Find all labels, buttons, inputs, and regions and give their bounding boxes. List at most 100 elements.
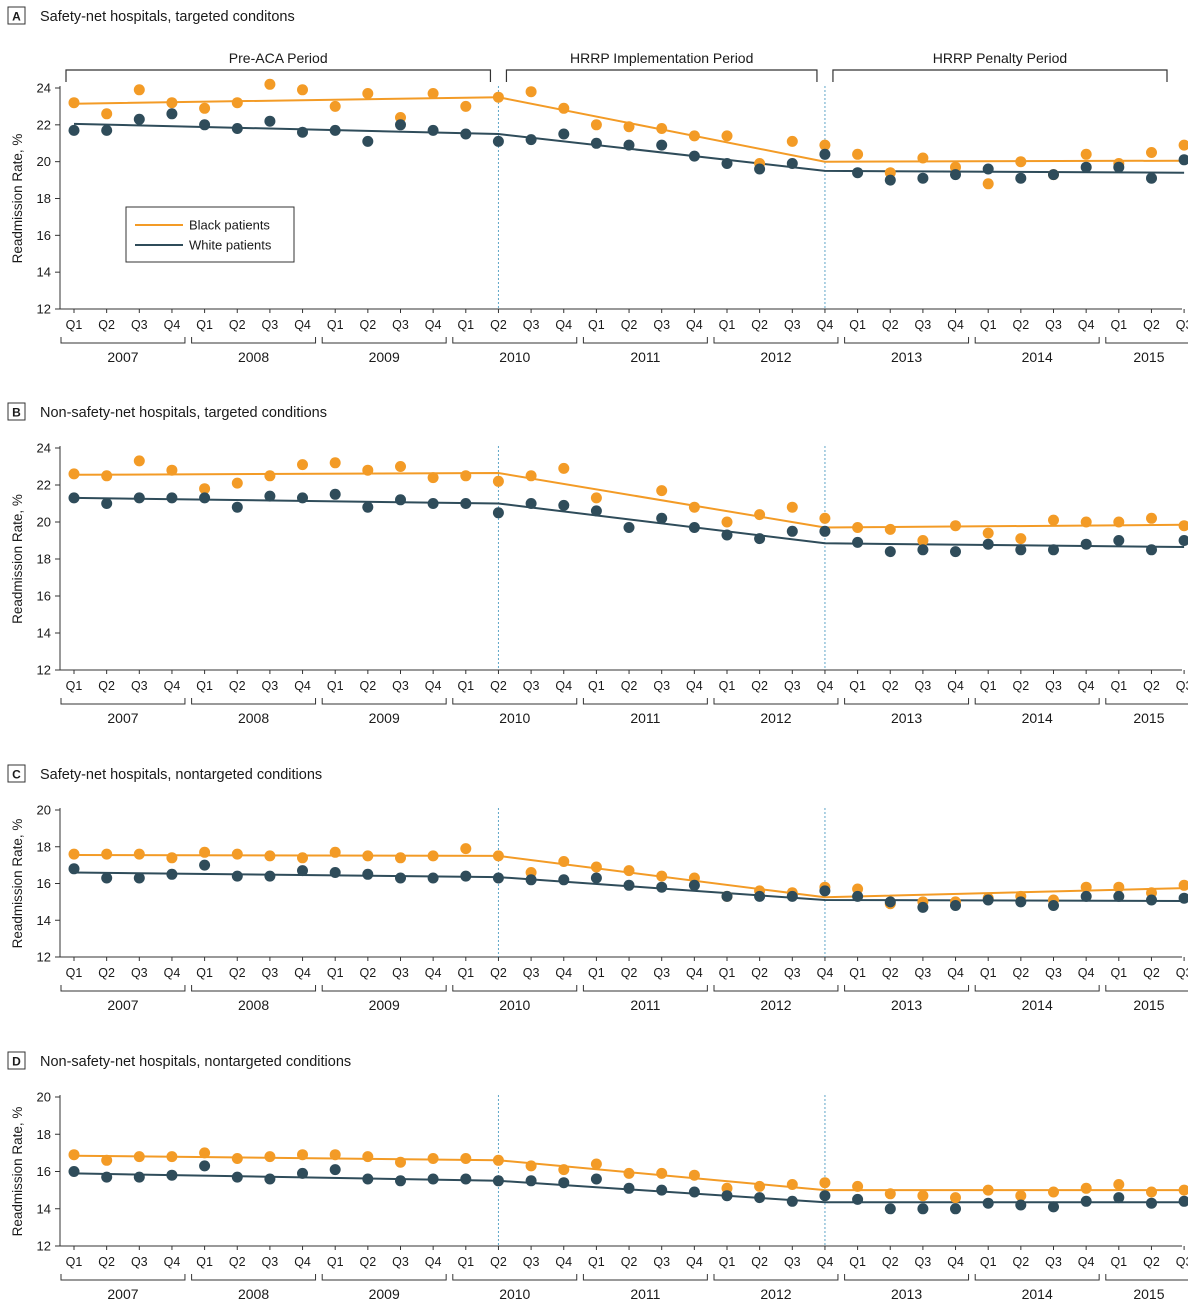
year-label: 2009 [369,997,400,1013]
data-point-white [688,1186,700,1198]
data-point-white [1048,544,1059,556]
year-label: 2008 [238,710,269,726]
x-tick-label: Q1 [849,1255,866,1269]
x-tick-label: Q3 [131,1255,148,1269]
data-point-white [460,128,472,140]
data-point-black [460,100,472,112]
x-tick-label: Q3 [915,679,932,693]
x-tick-label: Q2 [229,1255,246,1269]
x-tick-label: Q4 [817,318,834,332]
data-point-black [395,852,406,864]
y-tick-label: 16 [37,1164,51,1179]
x-tick-label: Q2 [1143,966,1160,980]
data-point-black [1080,881,1092,893]
y-tick-label: 16 [37,876,51,891]
x-tick-label: Q1 [1110,1255,1127,1269]
x-tick-label: Q2 [490,966,507,980]
data-point-black [819,1177,831,1189]
data-point-black [133,1151,145,1163]
data-point-black [525,470,537,482]
x-tick-label: Q3 [392,966,409,980]
data-point-black [1048,514,1059,526]
data-point-white [558,499,570,511]
data-point-black [133,84,145,96]
x-tick-label: Q2 [621,966,638,980]
data-point-black [166,97,178,109]
x-tick-label: Q3 [1045,1255,1062,1269]
x-tick-label: Q4 [817,679,834,693]
x-tick-label: Q3 [1176,318,1188,332]
data-point-white [623,139,635,151]
data-point-black [231,97,243,109]
data-point-black [460,470,472,482]
data-point-white [982,894,994,906]
data-point-white [362,1173,374,1185]
year-bracket [1105,698,1188,705]
data-point-white [133,113,145,125]
period-label: Pre-ACA Period [229,50,328,66]
x-tick-label: Q1 [980,1255,997,1269]
data-point-white [362,501,374,513]
data-point-white [166,108,178,120]
y-tick-label: 24 [37,81,51,96]
data-point-white [558,874,570,886]
year-label: 2011 [630,349,660,365]
data-point-black [754,1180,766,1192]
x-tick-label: Q4 [817,1255,834,1269]
x-tick-label: Q3 [915,318,932,332]
year-label: 2015 [1133,349,1164,365]
data-point-black [558,102,570,114]
data-point-white [329,124,341,136]
year-label: 2012 [760,710,791,726]
data-point-white [395,1175,406,1187]
data-point-black [1015,1190,1027,1202]
x-tick-label: Q2 [360,966,377,980]
x-tick-label: Q3 [784,318,801,332]
year-label: 2014 [1022,1286,1053,1302]
x-tick-label: Q3 [131,679,148,693]
x-tick-label: Q1 [588,1255,605,1269]
x-tick-label: Q3 [1045,318,1062,332]
x-tick-label: Q2 [98,966,115,980]
x-tick-label: Q1 [849,966,866,980]
year-bracket [321,337,447,344]
x-tick-label: Q1 [66,1255,83,1269]
data-point-black [982,527,994,539]
year-label: 2008 [238,1286,269,1302]
data-point-white [1113,890,1125,902]
data-point-black [166,464,178,476]
data-point-white [688,150,700,162]
data-point-white [362,868,374,880]
data-point-black [721,130,733,142]
data-point-white [917,172,929,184]
data-point-black [623,865,635,877]
data-point-black [101,470,113,482]
period-bracket [832,69,1168,82]
data-point-white [427,498,439,509]
data-point-black [460,843,472,855]
data-point-black [1178,139,1188,151]
x-tick-label: Q3 [262,679,279,693]
data-point-white [1146,894,1157,906]
data-point-black [297,1149,308,1161]
x-tick-label: Q4 [817,966,834,980]
x-tick-label: Q1 [327,966,344,980]
data-point-white [460,1173,472,1185]
x-tick-label: Q1 [196,318,213,332]
year-bracket [713,337,839,344]
panel-letter: B [12,406,21,420]
data-point-black [1178,1184,1188,1196]
x-tick-label: Q3 [1176,1255,1188,1269]
x-tick-label: Q3 [915,1255,932,1269]
panel-title: Safety-net hospitals, targeted conditons [40,9,295,25]
data-point-black [950,520,961,532]
data-point-white [852,890,864,902]
year-label: 2013 [891,349,922,365]
y-tick-label: 20 [37,154,51,169]
x-tick-label: Q1 [327,679,344,693]
x-tick-label: Q3 [131,318,148,332]
data-point-white [264,870,276,882]
data-point-black [1015,533,1027,545]
